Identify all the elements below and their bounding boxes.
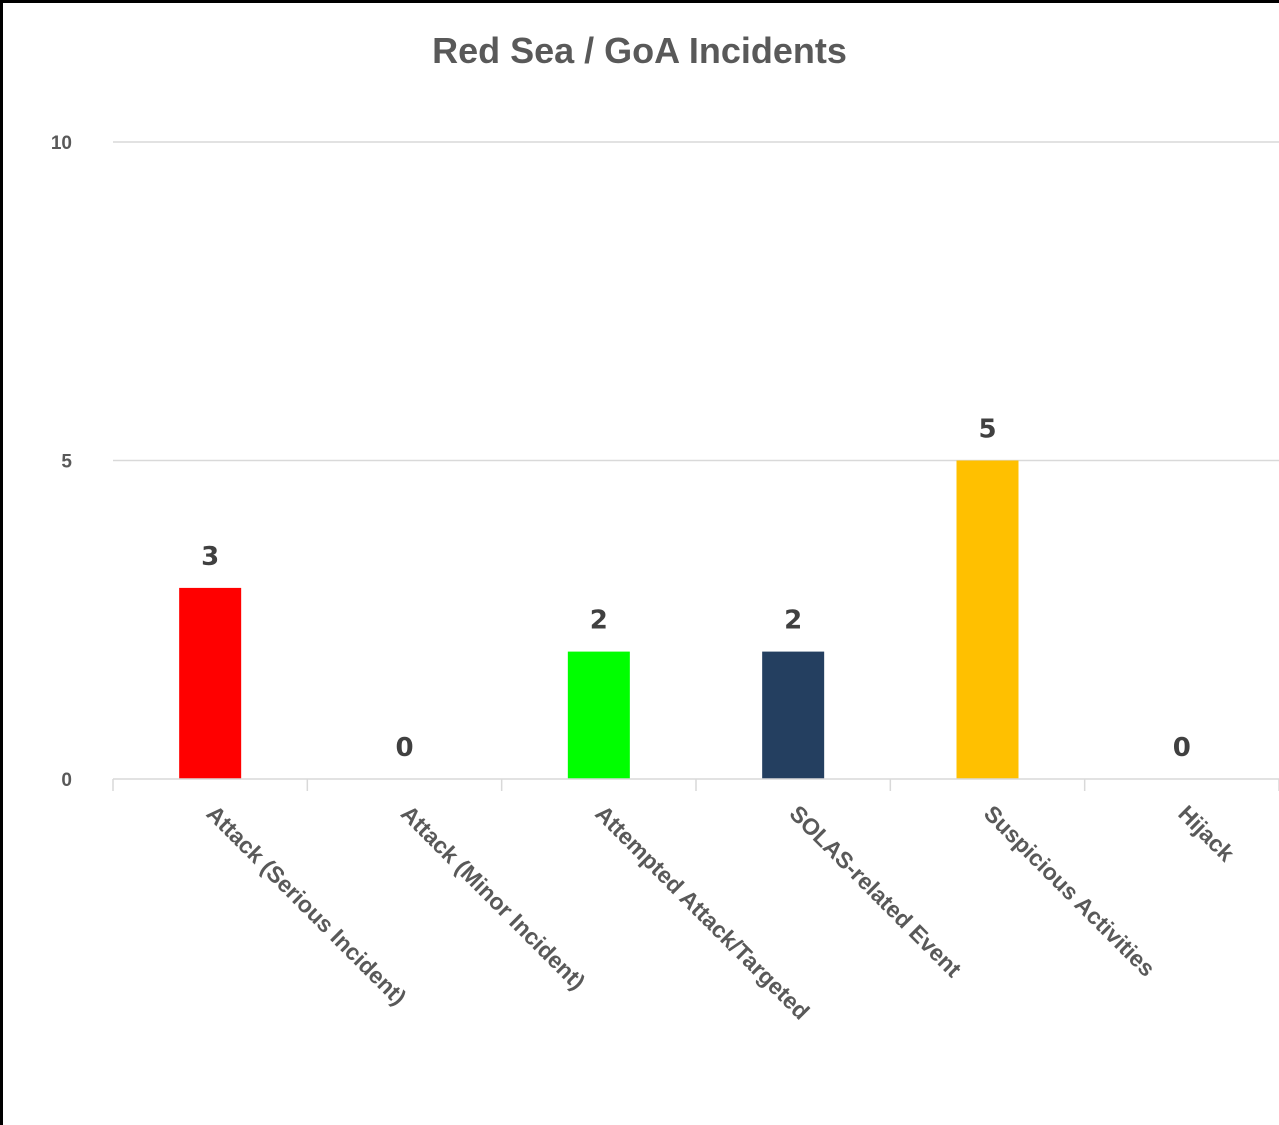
bar xyxy=(179,587,242,779)
y-tick-label: 5 xyxy=(61,452,72,473)
data-label: 2 xyxy=(590,606,608,636)
x-category-label: SOLAS-related Event xyxy=(785,800,967,982)
gridlines xyxy=(113,141,1279,462)
data-label: 3 xyxy=(201,542,219,572)
data-label: 2 xyxy=(784,606,802,636)
bar xyxy=(762,651,825,779)
x-category-label: Attempted Attack/Targeted xyxy=(590,800,814,1024)
y-tick-label: 0 xyxy=(61,770,72,791)
y-tick-label: 10 xyxy=(51,133,72,154)
data-label: 0 xyxy=(1173,733,1191,763)
bar xyxy=(567,651,630,779)
x-category-label: Hijack xyxy=(1173,800,1239,866)
bar xyxy=(956,460,1019,779)
chart-title: Red Sea / GoA Incidents xyxy=(432,30,847,71)
x-category-label: Attack (Minor Incident) xyxy=(396,800,591,995)
x-category-label: Attack (Serious Incident) xyxy=(202,800,412,1010)
x-category-label: Suspicious Activities xyxy=(979,800,1160,981)
data-label: 0 xyxy=(395,733,413,763)
x-axis xyxy=(112,778,1279,791)
labels: 0 5 10 3 Attack (Serious Incident) 0 Attack (M… xyxy=(51,133,1240,1025)
data-label: 5 xyxy=(978,415,996,445)
bars xyxy=(179,460,1019,779)
